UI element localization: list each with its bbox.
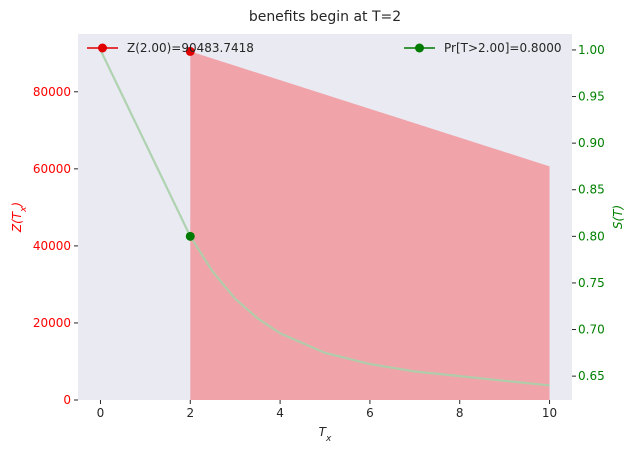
- line-layer: [99, 49, 550, 387]
- y-left-tick-label: 60000: [33, 162, 71, 176]
- legend-left-label: Z(2.00)=90483.7418: [127, 41, 254, 55]
- legend-right: Pr[T>2.00]=0.8000: [404, 41, 561, 55]
- y-left-tick-label: 0: [63, 393, 71, 407]
- y-right-tick-label: 0.75: [578, 276, 605, 290]
- legend-right-label: Pr[T>2.00]=0.8000: [444, 41, 561, 55]
- y-right-tick-label: 0.90: [578, 136, 605, 150]
- x-axis-label: Tx: [319, 425, 332, 444]
- y-right-tick-label: 0.85: [578, 183, 605, 197]
- legend-right-marker-icon: [415, 43, 424, 53]
- chart-title: benefits begin at T=2: [249, 9, 401, 25]
- y-right-tick-label: 0.95: [578, 90, 605, 104]
- legend-left-marker-icon: [98, 43, 107, 53]
- area-layer: [190, 51, 550, 401]
- y-left-axis: 0 20000 40000 60000 80000: [33, 85, 78, 407]
- x-tick-label: 2: [186, 406, 194, 420]
- x-tick-label: 0: [97, 406, 105, 420]
- y-left-tick-label: 80000: [33, 85, 71, 99]
- y-right-tick-label: 0.65: [578, 369, 605, 383]
- survival-line: [99, 49, 550, 387]
- x-tick-label: 8: [456, 406, 464, 420]
- x-tick-label: 4: [276, 406, 284, 420]
- x-tick-label: 10: [542, 406, 557, 420]
- x-tick-label: 6: [366, 406, 374, 420]
- legend-left: Z(2.00)=90483.7418: [87, 41, 254, 55]
- y-right-axis: 0.65 0.70 0.75 0.80 0.85 0.90 0.95 1.00: [572, 43, 605, 383]
- y-left-tick-label: 20000: [33, 316, 71, 330]
- y-right-tick-label: 0.70: [578, 323, 605, 337]
- z-point-marker: [185, 46, 195, 56]
- y-left-tick-label: 40000: [33, 239, 71, 253]
- x-axis: 0 2 4 6 8 10: [97, 400, 557, 420]
- y-right-axis-label: S(T): [611, 205, 625, 229]
- y-right-tick-label: 1.00: [578, 43, 605, 57]
- y-left-axis-label: Z(Tx): [10, 202, 29, 233]
- marker-layer: [185, 46, 195, 241]
- y-right-tick-label: 0.80: [578, 229, 605, 243]
- s-point-marker: [185, 231, 195, 241]
- z-area: [190, 51, 550, 401]
